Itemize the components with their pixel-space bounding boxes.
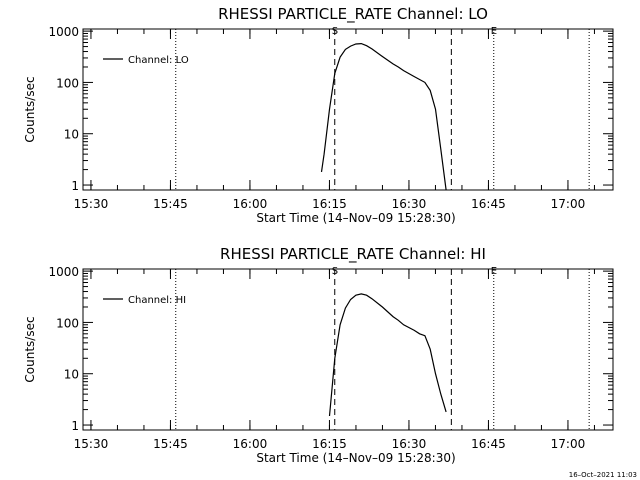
y-tick-label: 1000 bbox=[48, 25, 79, 39]
x-axis-label: Start Time (14–Nov–09 15:28:30) bbox=[256, 211, 455, 225]
x-tick-label: 16:30 bbox=[392, 197, 427, 211]
y-tick-label: 1000 bbox=[48, 265, 79, 279]
x-tick-label: 15:45 bbox=[153, 437, 188, 451]
plot-frame bbox=[82, 268, 614, 431]
y-tick-label: 10 bbox=[64, 128, 79, 142]
x-tick-label: 16:00 bbox=[233, 197, 268, 211]
y-axis-label: Counts/sec bbox=[23, 316, 37, 382]
x-tick-label: 17:00 bbox=[551, 197, 586, 211]
y-tick-label: 1 bbox=[71, 419, 79, 433]
x-tick-label: 16:15 bbox=[312, 437, 347, 451]
y-tick-label: 100 bbox=[56, 316, 79, 330]
series-line-0 bbox=[320, 42, 447, 191]
x-axis-label: Start Time (14–Nov–09 15:28:30) bbox=[256, 451, 455, 465]
y-tick-label: 10 bbox=[64, 368, 79, 382]
plot-frame bbox=[82, 28, 614, 191]
legend-label: Channel: LO bbox=[128, 55, 189, 66]
x-tick-label: 16:00 bbox=[233, 437, 268, 451]
marker-s: S bbox=[332, 266, 338, 277]
y-tick-label: 100 bbox=[56, 76, 79, 90]
x-tick-label: 17:00 bbox=[551, 437, 586, 451]
series-line-0 bbox=[328, 293, 447, 417]
x-tick-label: 15:30 bbox=[74, 197, 109, 211]
chart-title: RHESSI PARTICLE_RATE Channel: HI bbox=[220, 245, 486, 264]
x-tick-label: 16:15 bbox=[312, 197, 347, 211]
x-tick-label: 16:45 bbox=[471, 197, 506, 211]
x-tick-label: 16:45 bbox=[471, 437, 506, 451]
marker-e: E bbox=[491, 26, 497, 37]
x-tick-label: 15:30 bbox=[74, 437, 109, 451]
legend-label: Channel: HI bbox=[128, 295, 186, 306]
y-tick-label: 1 bbox=[71, 179, 79, 193]
marker-e: E bbox=[491, 266, 497, 277]
x-tick-label: 15:45 bbox=[153, 197, 188, 211]
chart-title: RHESSI PARTICLE_RATE Channel: LO bbox=[218, 5, 488, 24]
footer-timestamp: 16–Oct–2021 11:03 bbox=[569, 471, 637, 479]
marker-s: S bbox=[332, 26, 338, 37]
x-tick-label: 16:30 bbox=[392, 437, 427, 451]
y-axis-label: Counts/sec bbox=[23, 76, 37, 142]
